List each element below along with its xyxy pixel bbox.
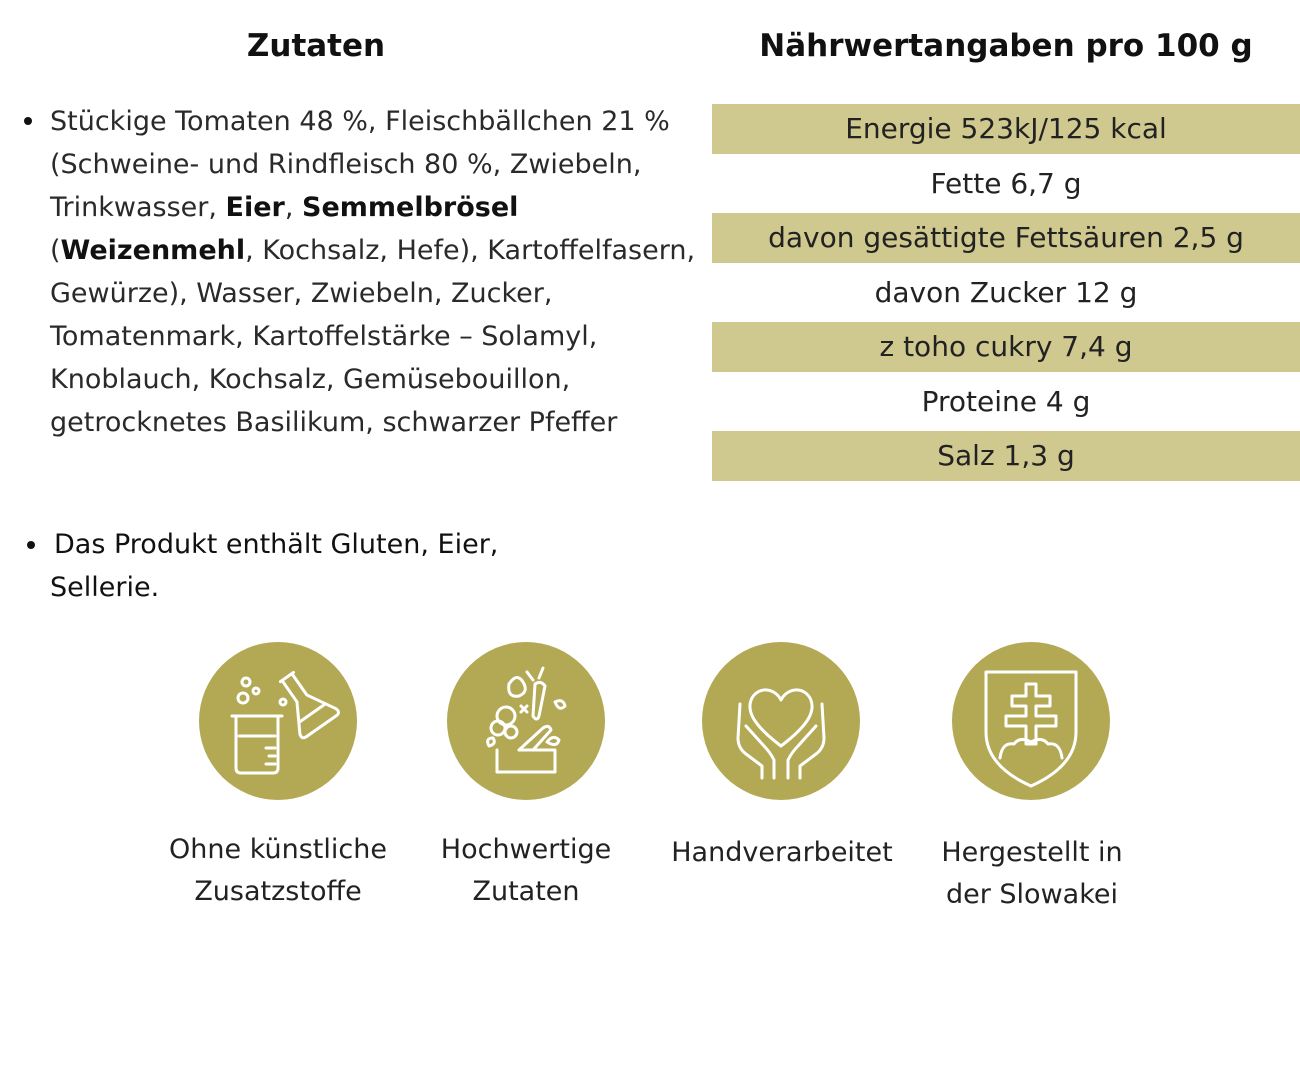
nutrition-row-sugar: davon Zucker 12 g [874, 275, 1138, 309]
heart-hands-icon [702, 642, 860, 800]
feature-label-line: Handverarbeitet [671, 837, 893, 868]
nutrition-row-energy: Energie 523kJ/125 kcal [712, 104, 1300, 154]
bullet-allergens [27, 541, 35, 549]
nutrition-row-sugar-cz: z toho cukry 7,4 g [712, 322, 1300, 372]
slovak-emblem-icon [952, 642, 1110, 800]
nutrition-heading: Nährwertangaben pro 100 g [759, 28, 1253, 64]
ingredients-heading: Zutaten [246, 28, 386, 64]
nutrition-table: Energie 523kJ/125 kcal Fette 6,7 g davon… [712, 104, 1300, 486]
allergen-note-line1: Das Produkt enthält Gluten, Eier, [54, 529, 499, 560]
feature-label-slovakia: Hergestellt in der Slowakei [922, 832, 1142, 916]
allergen-wheat-flour: Weizenmehl [60, 235, 246, 266]
nutrition-row-saturated-fat: davon gesättigte Fettsäuren 2,5 g [712, 213, 1300, 263]
nutrition-row-salt: Salz 1,3 g [712, 431, 1300, 481]
feature-label-line: der Slowakei [945, 879, 1118, 910]
feature-label-line: Hochwertige [440, 834, 612, 865]
vegetables-icon [447, 642, 605, 800]
feature-label-line: Zusatzstoffe [194, 876, 362, 907]
allergen-note-line2: Sellerie. [50, 572, 160, 603]
feature-label-line: Ohne künstliche [169, 834, 387, 865]
nutrition-row-fat: Fette 6,7 g [930, 166, 1082, 200]
allergen-note: Das Produkt enthält Gluten, Eier, Seller… [50, 523, 670, 609]
nutrition-row-protein: Proteine 4 g [921, 384, 1091, 418]
feature-label-additives: Ohne künstliche Zusatzstoffe [148, 829, 408, 913]
feature-label-line: Hergestellt in [941, 837, 1123, 868]
bullet-ingredients [24, 117, 32, 125]
ingredients-text: Stückige Tomaten 48 %, Fleischbällchen 2… [50, 100, 700, 444]
allergen-breadcrumbs: Semmelbrösel [302, 192, 519, 223]
feature-label-ingredients: Hochwertige Zutaten [420, 829, 632, 913]
chemistry-icon [199, 642, 357, 800]
ingredients-part: ( [50, 235, 61, 266]
feature-label-line: Zutaten [472, 876, 580, 907]
feature-label-handmade: Handverarbeitet [652, 832, 912, 874]
ingredients-part: , Kochsalz, Hefe), Kartoffelfasern, Gewü… [50, 235, 696, 438]
ingredients-part: Stückige Tomaten 48 %, Fleischbällchen 2… [50, 106, 670, 223]
allergen-eggs: Eier [225, 192, 285, 223]
ingredients-part: , [284, 192, 303, 223]
